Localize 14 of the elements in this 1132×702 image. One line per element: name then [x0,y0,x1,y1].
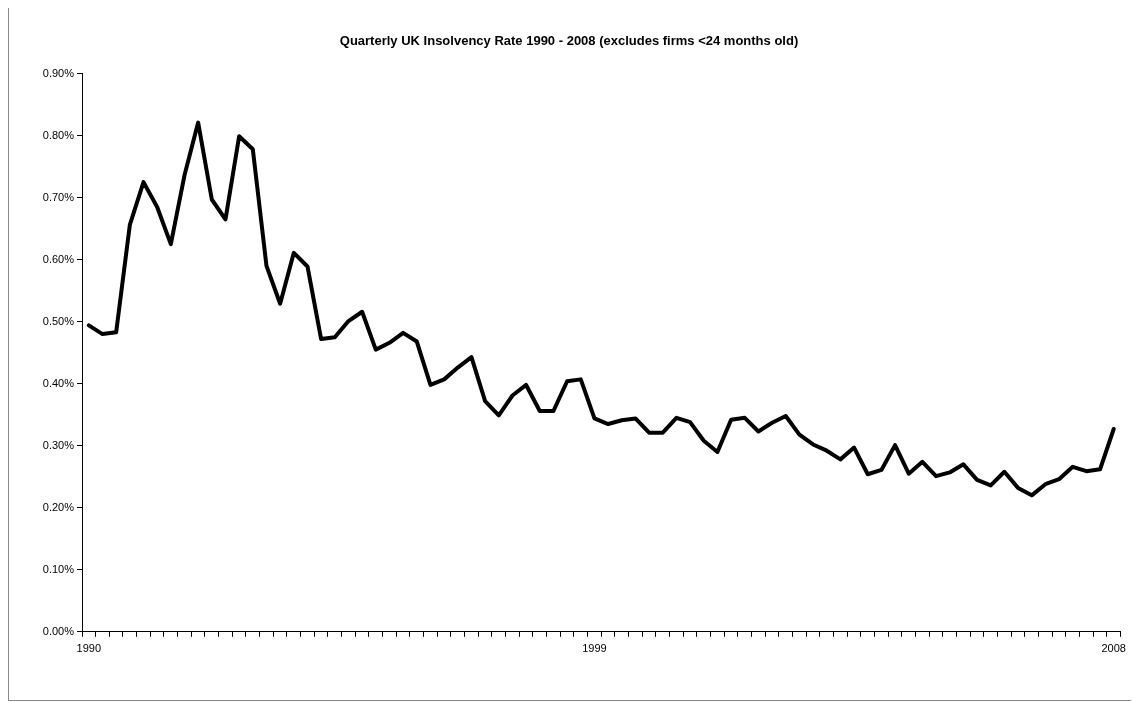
y-tick-label: 0.60% [42,252,75,265]
x-tick-label: 2008 [1101,642,1126,655]
y-tick-label: 0.90% [42,66,75,79]
x-tick-label: 1999 [582,642,607,655]
y-tick-label: 0.50% [42,314,75,327]
y-tick-label: 0.70% [42,190,75,203]
chart-title: Quarterly UK Insolvency Rate 1990 - 2008 (excludes firms <24 months old) [339,33,799,49]
x-tick-label: 1990 [76,642,102,655]
y-tick-label: 0.40% [42,376,75,389]
y-tick-label: 0.20% [42,500,75,513]
y-tick-label: 0.30% [42,438,75,451]
y-tick-label: 0.10% [42,562,75,575]
y-tick-label: 0.80% [42,128,75,141]
y-tick-label: 0.00% [42,624,75,637]
